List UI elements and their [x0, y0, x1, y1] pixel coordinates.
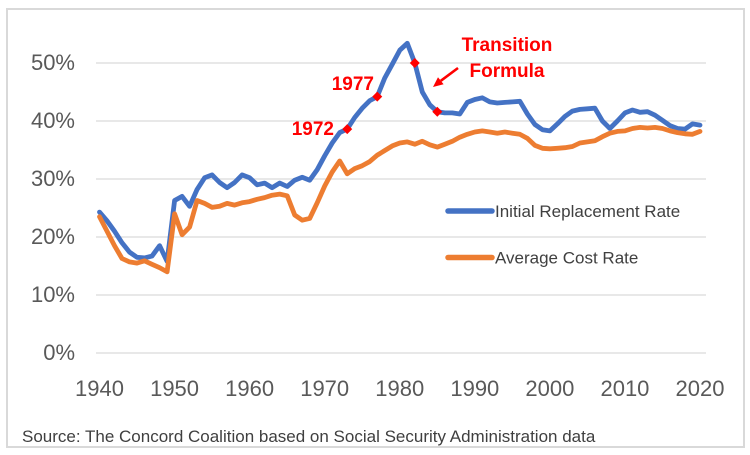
chart-frame: [6, 8, 745, 448]
y-tick-label-50%: 50%: [31, 50, 75, 75]
x-tick-label-2010: 2010: [600, 376, 649, 401]
y-tick-label-10%: 10%: [31, 282, 75, 307]
series-line-initial-replacement-rate: [97, 40, 703, 264]
transition-formula-arrow-head: [433, 77, 444, 87]
x-tick-label-1970: 1970: [300, 376, 349, 401]
annotation-1977: 1977: [331, 74, 374, 95]
red-diamond-marker-1985: [432, 106, 443, 117]
annotation-1972: 1972: [291, 119, 334, 140]
x-tick-label-1980: 1980: [375, 376, 424, 401]
legend-label-average-cost-rate: Average Cost Rate: [495, 249, 638, 268]
y-tick-label-40%: 40%: [31, 108, 75, 133]
x-tick-label-2020: 2020: [676, 376, 725, 401]
annotation-transition-line1: Transition: [461, 35, 553, 56]
annotation-transition-formula: Transition Formula: [427, 33, 587, 85]
legend-label-initial-replacement-rate: Initial Replacement Rate: [495, 202, 680, 221]
red-diamond-marker-1973: [342, 124, 353, 135]
red-diamond-marker-1982: [409, 58, 420, 68]
x-tick-label-1940: 1940: [75, 376, 124, 401]
y-tick-label-20%: 20%: [31, 224, 75, 249]
y-tick-label-0%: 0%: [43, 340, 75, 365]
source-note: Source: The Concord Coalition based on S…: [22, 427, 596, 446]
x-tick-label-2000: 2000: [525, 376, 574, 401]
red-diamond-marker-1977: [372, 91, 383, 102]
annotation-transition-line2: Formula: [469, 61, 545, 82]
series-line-average-cost-rate: [97, 125, 703, 275]
x-tick-label-1960: 1960: [225, 376, 274, 401]
x-tick-label-1990: 1990: [450, 376, 499, 401]
x-tick-label-1950: 1950: [150, 376, 199, 401]
transition-formula-arrow-shaft: [440, 66, 459, 82]
y-tick-label-30%: 30%: [31, 166, 75, 191]
